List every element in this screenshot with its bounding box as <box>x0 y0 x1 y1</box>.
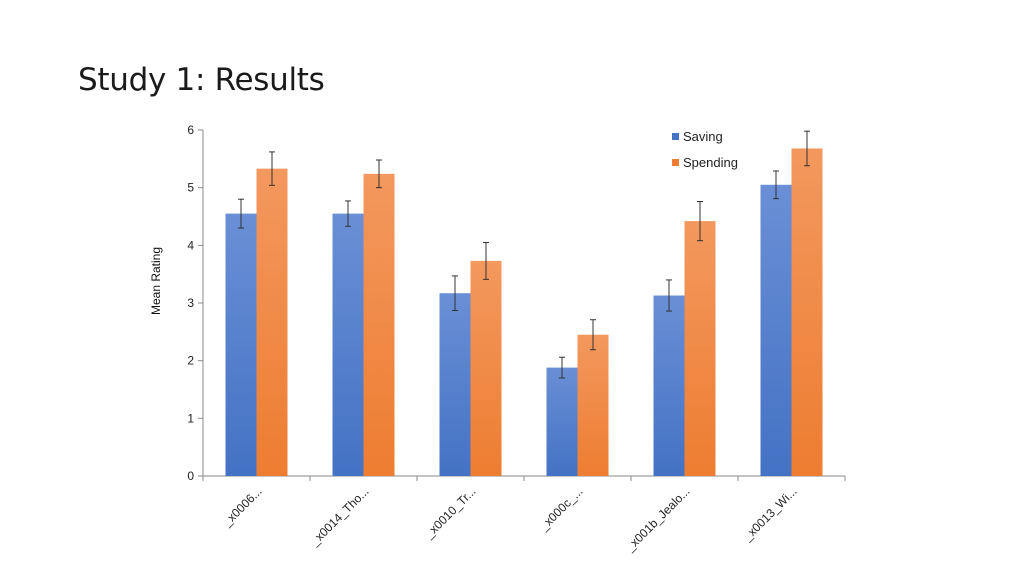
bar-spending <box>363 173 395 476</box>
legend-swatch-saving <box>672 133 679 140</box>
x-tick-label: _x0013_Wi... <box>739 484 799 544</box>
legend-label-saving: Saving <box>683 129 723 144</box>
y-tick-label: 2 <box>187 354 194 368</box>
x-tick-label: _x000c_... <box>536 484 586 534</box>
bar-saving <box>653 295 685 476</box>
x-tick-label: _x001b_Jealo... <box>622 484 693 555</box>
x-tick-label: _x0014_Tho... <box>307 484 372 549</box>
bar-spending <box>577 334 609 476</box>
bar-saving <box>439 293 471 476</box>
y-tick-label: 5 <box>187 181 194 195</box>
bar-saving <box>225 213 257 476</box>
bar-spending <box>470 260 502 476</box>
y-tick-label: 6 <box>187 123 194 137</box>
x-tick-label: _x0006... <box>219 484 265 530</box>
y-tick-label: 1 <box>187 411 194 425</box>
y-tick-label: 3 <box>187 296 194 310</box>
bar-spending <box>791 148 823 476</box>
y-tick-label: 0 <box>187 469 194 483</box>
legend-swatch-spending <box>672 159 679 166</box>
x-tick-label: _x0010_Tr... <box>421 484 478 541</box>
legend-label-spending: Spending <box>683 155 738 170</box>
bar-saving <box>760 184 792 477</box>
plot-area: 0 1 2 3 4 5 6 _x0006... _x0014_Tho... _x0010_Tr..… <box>187 123 846 555</box>
y-tick-label: 4 <box>187 238 194 252</box>
slide-title: Study 1: Results <box>78 62 325 98</box>
bar-saving <box>332 213 364 476</box>
y-axis-title: Mean Rating <box>149 247 163 315</box>
bar-spending <box>684 221 716 476</box>
bar-spending <box>256 168 288 477</box>
bar-saving <box>546 367 578 476</box>
